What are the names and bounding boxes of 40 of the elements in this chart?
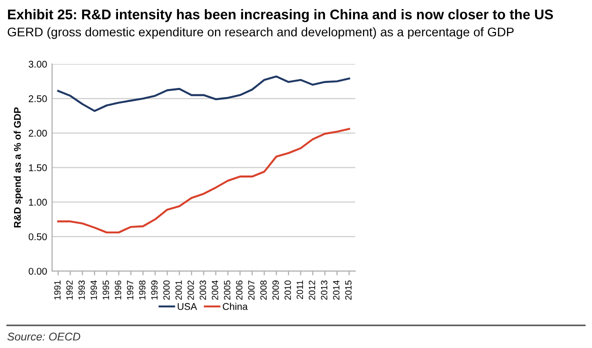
y-tick-label: 1.00	[29, 198, 47, 206]
x-tick-label: 2011	[296, 280, 304, 300]
line-series	[57, 128, 350, 234]
x-tick-label: 2001	[175, 280, 182, 300]
x-tick-label: 2008	[260, 280, 267, 300]
x-tick-label: 2010	[284, 280, 291, 300]
x-tick-label: 2012	[308, 280, 316, 300]
x-tick-label: 2013	[320, 280, 328, 300]
x-tick-label: 1992	[66, 280, 73, 300]
y-tick-label: 1.50	[29, 164, 47, 172]
y-tick-label: 2.50	[28, 95, 47, 102]
x-tick-label: 2003	[200, 280, 206, 300]
source-note: Source: OECD	[7, 332, 80, 341]
x-tick-label: 2006	[236, 280, 242, 300]
x-tick-label: 1997	[126, 280, 134, 300]
x-tick-label: 1995	[102, 280, 110, 300]
x-tick-label: 1991	[54, 280, 61, 300]
x-tick-label: 1994	[90, 280, 97, 300]
x-tick-label: 2007	[248, 280, 255, 300]
legend-label: China	[222, 302, 248, 310]
chart-subtitle: GERD (gross domestic expenditure on research and development) as a percentage of GDP	[8, 27, 514, 39]
x-tick-label: 1999	[151, 280, 158, 300]
x-tick-label: 1998	[139, 280, 146, 300]
y-axis-title: R&D spend as a % of GDP	[14, 107, 23, 228]
x-tick-label: 2004	[212, 280, 218, 300]
legend-label: USA	[178, 303, 198, 310]
x-tick-label: 1996	[114, 280, 122, 300]
y-tick-label: 0.00	[28, 268, 47, 275]
x-tick-label: 2014	[333, 280, 340, 300]
x-tick-label: 2000	[163, 280, 170, 300]
x-tick-label: 2002	[188, 280, 194, 300]
x-tick-label: 1993	[78, 280, 85, 300]
y-tick-label: 2.00	[28, 130, 47, 137]
y-tick-label: 0.50	[28, 233, 47, 240]
line-series	[57, 75, 350, 112]
chart-title: Exhibit 25: R&D intensity has been increasing in China and is now closer to the US	[8, 9, 553, 22]
x-tick-label: 2009	[272, 280, 279, 300]
x-tick-label: 2015	[345, 280, 352, 300]
y-tick-label: 3.00	[28, 60, 47, 68]
x-tick-label: 2005	[224, 280, 230, 300]
